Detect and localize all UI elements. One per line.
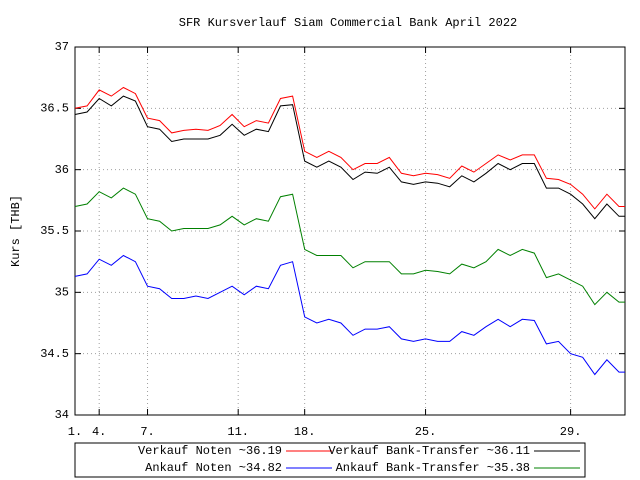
y-tick-label: 36 xyxy=(55,163,69,177)
y-axis-label: Kurs [THB] xyxy=(9,195,23,267)
legend-label: Ankauf Bank-Transfer ~35.38 xyxy=(336,461,530,475)
x-tick-label: 1. xyxy=(68,425,82,439)
y-tick-label: 34.5 xyxy=(40,347,69,361)
x-tick-label: 11. xyxy=(227,425,249,439)
x-tick-label: 7. xyxy=(140,425,154,439)
series-line xyxy=(74,254,625,376)
plot-frame xyxy=(74,46,626,416)
series-line xyxy=(74,187,625,306)
legend-label: Verkauf Noten ~36.19 xyxy=(138,444,282,458)
y-tick-label: 34 xyxy=(55,408,69,422)
chart-title: SFR Kursverlauf Siam Commercial Bank Apr… xyxy=(179,16,517,30)
series-line xyxy=(74,86,625,210)
y-tick-label: 37 xyxy=(55,40,69,54)
legend-label: Verkauf Bank-Transfer ~36.11 xyxy=(328,444,530,458)
x-tick-label: 4. xyxy=(92,425,106,439)
y-tick-label: 35 xyxy=(55,286,69,300)
x-tick-label: 25. xyxy=(415,425,437,439)
series-line xyxy=(74,95,625,220)
y-tick-label: 35.5 xyxy=(40,224,69,238)
legend-label: Ankauf Noten ~34.82 xyxy=(145,461,282,475)
y-tick-label: 36.5 xyxy=(40,102,69,116)
x-tick-label: 29. xyxy=(560,425,582,439)
x-tick-label: 18. xyxy=(294,425,316,439)
legend-box xyxy=(74,442,586,478)
